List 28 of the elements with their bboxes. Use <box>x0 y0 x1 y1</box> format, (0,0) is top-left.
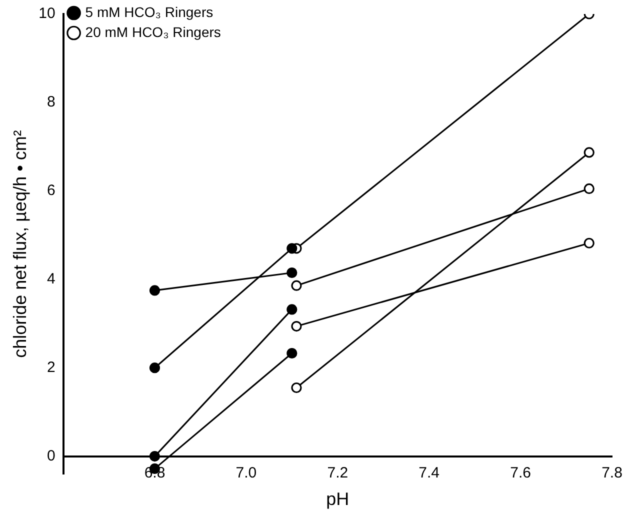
point <box>291 382 302 394</box>
point <box>149 362 160 374</box>
legend-label: 20 mM HCO₃ Ringers <box>85 24 221 40</box>
y-tick-label: 4 <box>46 270 56 288</box>
legend-label: 5 mM HCO₃ Ringers <box>85 4 214 20</box>
point <box>584 147 594 158</box>
x-tick-label: 7.2 <box>327 464 348 482</box>
point <box>286 348 298 359</box>
point <box>286 304 298 315</box>
x-tick-label: 7.8 <box>602 464 622 482</box>
point <box>286 243 298 254</box>
point <box>584 238 594 248</box>
point <box>584 183 594 194</box>
y-tick-label: 2 <box>46 358 56 376</box>
point <box>286 267 298 278</box>
point <box>149 285 160 296</box>
x-axis-title: pH <box>326 489 350 510</box>
y-tick-label: 0 <box>46 447 56 464</box>
y-tick-label: 6 <box>46 182 56 200</box>
y-axis-title: chloride net flux, µeq/h • cm² <box>10 130 30 358</box>
x-tick-label: 7.0 <box>236 464 257 482</box>
x-tick-label: 7.4 <box>418 464 440 482</box>
x-tick-label: 7.6 <box>510 464 531 482</box>
point <box>149 451 160 462</box>
point <box>291 320 302 332</box>
y-tick-label: 10 <box>38 5 56 22</box>
y-tick-label: 8 <box>46 94 56 111</box>
point <box>291 280 302 291</box>
